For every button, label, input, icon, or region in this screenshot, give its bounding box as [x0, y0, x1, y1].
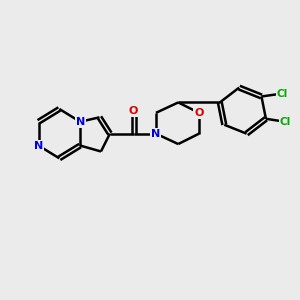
Text: Cl: Cl [277, 88, 288, 98]
Text: N: N [151, 129, 160, 139]
Text: N: N [34, 140, 43, 151]
Text: O: O [194, 108, 204, 118]
Text: O: O [129, 106, 138, 116]
Text: Cl: Cl [280, 117, 291, 127]
Text: N: N [76, 117, 85, 127]
